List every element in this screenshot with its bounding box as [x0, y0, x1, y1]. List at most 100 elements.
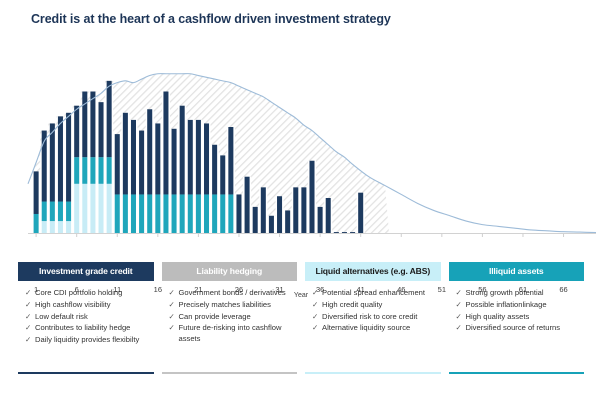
bar-segment: [309, 160, 315, 234]
bar-segment: [163, 194, 169, 234]
x-tick-label: 16: [153, 285, 162, 294]
hatch-region: [28, 73, 390, 234]
check-icon: ✓: [312, 311, 319, 321]
x-axis-ticks: [35, 233, 565, 237]
x-tick-label: 36: [315, 285, 325, 294]
bullet-text: Low default risk: [35, 311, 88, 321]
list-item: ✓ Government bonds / derivatives: [162, 288, 298, 298]
bar-segment: [106, 157, 112, 184]
bar-segment: [325, 198, 331, 234]
bullet-text: Government bonds / derivatives: [178, 288, 286, 297]
bar-segment: [155, 194, 161, 234]
panel-header: Investment grade credit: [18, 262, 154, 281]
bar-segment: [82, 91, 88, 158]
list-item: ✓ Potential spread enhancement: [305, 288, 441, 298]
bullet-text: Possible inflationlinkage: [465, 299, 547, 309]
x-tick-label: 66: [559, 285, 568, 294]
bar-segment: [252, 206, 258, 234]
x-tick-label: 1: [34, 285, 39, 294]
panel-bottom-rule: [305, 372, 441, 374]
bullet-text: Core CDI portfolio holding: [35, 288, 123, 297]
bar-segment: [41, 130, 47, 202]
check-icon: ✓: [25, 288, 32, 297]
list-item: ✓ Strong growth potential: [449, 288, 585, 298]
check-icon: ✓: [25, 323, 32, 333]
bar-segment: [57, 221, 63, 234]
cashflow-chart: 1 6 11 16 21 26 31 36 41 46 51 56 61 66 Year: [0, 52, 602, 299]
bar-segment: [277, 196, 283, 234]
list-item: ✓ Diversified source of returns: [449, 323, 585, 333]
bar-segment: [122, 112, 128, 195]
bar-segment: [139, 194, 145, 234]
bar-segment: [244, 176, 250, 234]
list-item: ✓ Can provide leverage: [162, 312, 298, 322]
bar-segment: [187, 119, 193, 195]
panel-bullet-list: ✓ Government bonds / derivatives ✓ Precisel…: [162, 281, 298, 370]
bar-segment: [341, 232, 347, 234]
list-item: ✓ Daily liquidity provides flexibilty: [18, 335, 154, 345]
check-icon: ✓: [455, 311, 462, 321]
bar-segment: [204, 194, 210, 234]
bar-segment: [228, 127, 234, 195]
bullet-text: Potential spread enhancement: [322, 288, 426, 297]
bullet-text: High quality assets: [465, 311, 530, 321]
bar-segment: [301, 187, 307, 234]
list-item: ✓ High credit quality: [305, 300, 441, 310]
bar-segment: [293, 187, 299, 234]
bar-segment: [204, 123, 210, 195]
check-icon: ✓: [312, 288, 319, 297]
bar-segment: [98, 183, 104, 234]
bar-segment: [98, 102, 104, 158]
bar-segment: [179, 194, 185, 234]
check-icon: ✓: [25, 335, 32, 345]
list-item: ✓ Diversified risk to core credit: [305, 312, 441, 322]
bar-segment: [268, 215, 274, 234]
x-tick-label: 56: [478, 285, 487, 294]
strategy-panel: Illiquid assets ✓ Strong growth potential ✓…: [448, 262, 585, 374]
bar-segment: [212, 144, 218, 195]
bullet-text: Can provide leverage: [178, 311, 251, 321]
bar-segment: [66, 221, 72, 234]
strategy-panel: Investment grade credit ✓ Core CDI portfol…: [18, 262, 154, 374]
check-icon: ✓: [455, 323, 462, 333]
check-icon: ✓: [25, 311, 32, 321]
bar-segment: [285, 210, 291, 234]
bar-segment: [228, 194, 234, 234]
bar-segment: [74, 183, 80, 234]
bar-segment: [114, 134, 120, 195]
panel-header: Illiquid assets: [448, 262, 584, 281]
bar-segment: [33, 171, 39, 214]
bar-segment: [66, 201, 72, 222]
x-tick-label: 61: [518, 285, 528, 294]
hatch-fill: [28, 73, 390, 234]
check-icon: ✓: [455, 299, 462, 309]
x-tick-label: 6: [74, 285, 79, 294]
bar-segment: [171, 194, 177, 234]
bar-segment: [195, 119, 201, 195]
panel-bullet-list: ✓ Core CDI portfolio holding ✓ High cashflo…: [18, 281, 154, 370]
bullet-text: Precisely matches liabilities: [178, 299, 271, 309]
x-tick-label: 11: [113, 285, 122, 294]
bar-segment: [49, 221, 55, 234]
x-tick-label: 31: [275, 285, 284, 294]
check-icon: ✓: [312, 299, 319, 309]
x-tick-label: 46: [397, 285, 406, 294]
bar-segment: [106, 80, 112, 158]
panel-bottom-rule: [161, 372, 297, 374]
check-icon: ✓: [312, 323, 319, 333]
bar-segment: [90, 91, 96, 158]
bar-segment: [122, 194, 128, 234]
bar-segment: [139, 130, 145, 195]
panel-bullet-list: ✓ Strong growth potential ✓ Possible inflat…: [449, 281, 585, 370]
x-tick-label: 21: [194, 285, 203, 294]
x-tick-label: 41: [356, 285, 365, 294]
list-item: ✓ High cashflow visibility: [18, 300, 154, 310]
bar-segment: [333, 232, 339, 234]
check-icon: ✓: [455, 288, 462, 297]
bar-segment: [33, 213, 39, 234]
check-icon: ✓: [168, 288, 175, 297]
bar-segment: [220, 194, 226, 234]
list-item: ✓ Alternative liquidity source: [305, 323, 441, 333]
list-item: ✓ Possible inflationlinkage: [449, 300, 585, 310]
strategy-panel: Liability hedging ✓ Government bonds / der…: [161, 262, 298, 374]
